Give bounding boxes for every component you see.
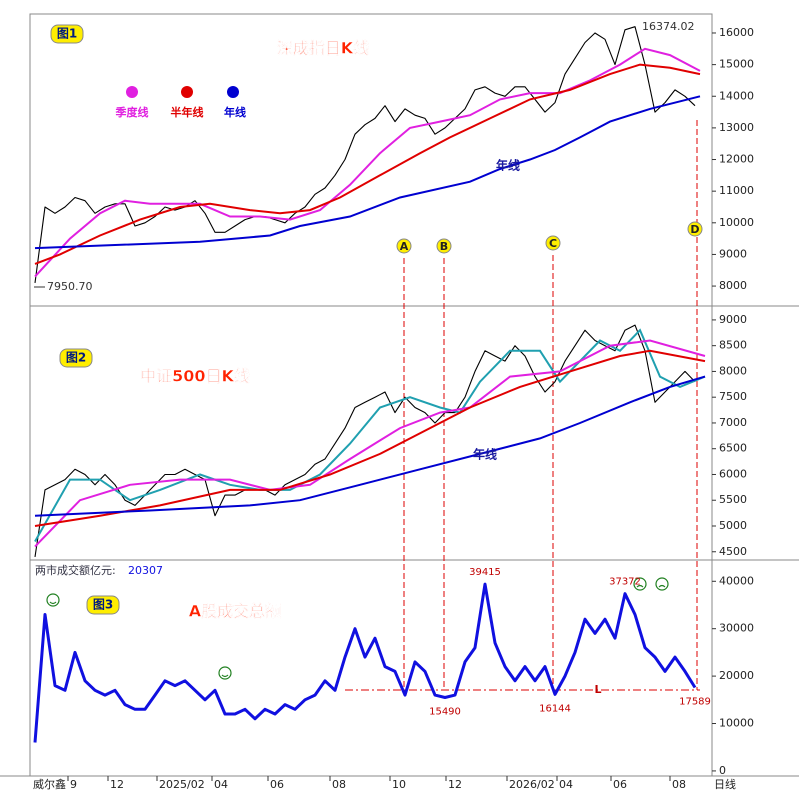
x-tick-label: 08 [332,778,346,790]
legend-marker [227,86,239,98]
y-tick-label: 5000 [719,519,747,532]
y-tick-label: 7000 [719,416,747,429]
y-tick-label: 16000 [719,26,754,39]
badge: 图1 [57,27,77,41]
y-tick-label: 11000 [719,184,754,197]
ma-note: 年线 [473,447,497,462]
y-tick-label: 40000 [719,574,754,587]
y-tick-label: 9000 [719,313,747,326]
legend-marker [126,86,138,98]
value-label: 15490 [429,706,461,717]
y-tick-label: 6500 [719,442,747,455]
face-icon [633,577,647,591]
ma-line [34,95,701,250]
face-icon [655,577,669,591]
y-tick-label: 10000 [719,216,754,229]
y-tick-label: 10000 [719,717,754,730]
face-icon [218,666,232,680]
source-label: 威尔鑫 [33,777,66,790]
price-line [33,582,697,743]
x-tick-label: 9 [70,778,77,790]
last-value: 20307 [128,564,163,577]
y-tick-label: 8500 [719,339,747,352]
y-tick-label: 20000 [719,669,754,682]
marker-badge [436,238,452,254]
marker-badge [687,221,703,237]
ma-line [34,328,706,542]
value-label: 16144 [539,703,571,714]
panel-title: 中证500日K线 [140,367,250,386]
ma-line [34,349,706,527]
y-tick-label: 5500 [719,493,747,506]
x-tick-label: 06 [270,778,284,790]
legend-marker [181,86,193,98]
panel-header: 两市成交额亿元: [35,563,116,577]
marker-badge [396,238,412,254]
marker-label: D [690,223,699,236]
badge-box [86,595,120,615]
legend-label: 季度线 [115,105,149,119]
x-tick-label: 10 [392,778,406,790]
badge: 图2 [66,351,86,365]
y-tick-label: 0 [719,764,726,777]
y-tick-label: 9000 [719,247,747,260]
y-tick-label: 13000 [719,121,754,134]
price-line [34,26,696,283]
marker-badge [545,235,561,251]
ma-note: 年线 [496,158,520,173]
marker-label: B [440,240,448,253]
legend-label: 年线 [224,105,246,119]
x-tick-label: 2025/02 [159,778,205,790]
level-label: L [594,683,601,696]
x-tick-label: 12 [110,778,124,790]
badge: 图3 [93,598,113,612]
marker-label: A [400,240,409,253]
ma-line [34,63,701,265]
legend-label: 半年线 [171,105,204,119]
x-tick-label: 04 [214,778,228,790]
x-tick-label: 2026/02 [509,778,555,790]
high-label: 16374.02 [642,20,695,33]
value-label: 37372 [609,577,641,588]
x-axis-label: 日线 [714,777,736,790]
face-mouth [49,584,666,678]
marks [33,26,706,743]
x-tick-label: 08 [672,778,686,790]
x-tick-label: 12 [448,778,462,790]
value-label: 39415 [469,567,501,578]
ma-line [34,375,706,517]
x-tick-label: 06 [613,778,627,790]
panel-title: 深成指日K线 [277,39,369,58]
panel-title: A股成交总额 [189,602,281,621]
y-tick-label: 7500 [719,390,747,403]
badge-box [50,24,84,44]
face-icon [46,593,60,607]
x-tick-label: 04 [559,778,573,790]
value-label: 17589 [679,697,711,708]
low-label: 7950.70 [47,280,93,293]
y-tick-label: 12000 [719,153,754,166]
ma-line [34,339,706,548]
badge-box [59,348,93,368]
y-tick-label: 4500 [719,545,747,558]
y-tick-label: 30000 [719,622,754,635]
marker-label: C [549,237,557,250]
y-tick-label: 8000 [719,279,747,292]
y-tick-label: 6000 [719,467,747,480]
y-tick-label: 14000 [719,89,754,102]
ma-line [34,47,701,278]
y-tick-label: 8000 [719,364,747,377]
face-icons [46,577,669,680]
y-tick-label: 15000 [719,58,754,71]
